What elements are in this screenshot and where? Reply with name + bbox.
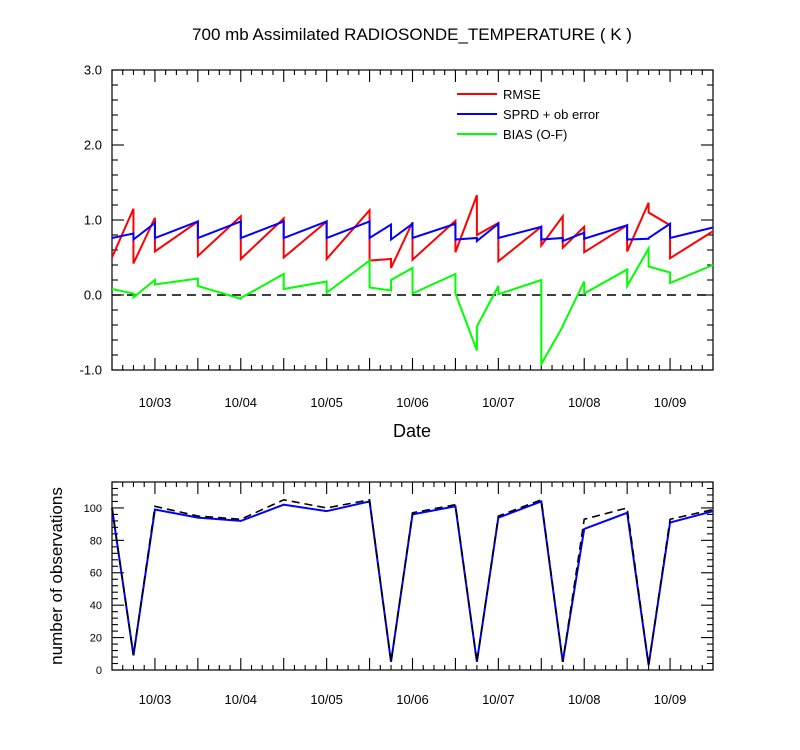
- y-tick-label: 3.0: [84, 63, 102, 78]
- y-tick-label: 40: [90, 600, 102, 612]
- chart-title: 700 mb Assimilated RADIOSONDE_TEMPERATUR…: [192, 25, 632, 44]
- y-axis-label: number of observations: [47, 487, 66, 665]
- x-tick-label: 10/08: [568, 692, 601, 707]
- legend-label: RMSE: [503, 87, 541, 102]
- series-line-available-observations: [111, 498, 714, 666]
- bottom-x-tick-labels: 10/03 10/04 10/05 10/06 10/07 10/08 10/09: [139, 692, 687, 707]
- x-tick-label: 10/06: [396, 395, 429, 410]
- bottom-axis-ticks: [111, 481, 714, 671]
- top-series-lines: [111, 194, 714, 368]
- x-tick-label: 10/05: [310, 692, 343, 707]
- x-tick-label: 10/04: [225, 395, 258, 410]
- bottom-plot-frame: [111, 481, 714, 671]
- x-tick-label: 10/08: [568, 395, 601, 410]
- x-tick-label: 10/04: [225, 692, 258, 707]
- y-tick-label: 20: [90, 633, 102, 645]
- y-tick-label: 100: [84, 503, 102, 515]
- bottom-series-lines: [111, 498, 714, 666]
- top-x-tick-labels: 10/03 10/04 10/05 10/06 10/07 10/08 10/09: [139, 395, 687, 410]
- top-plot-frame: [111, 69, 714, 371]
- y-tick-label: 80: [90, 535, 102, 547]
- top-axis-ticks: [111, 69, 714, 371]
- legend: RMSE SPRD + ob error BIAS (O-F): [457, 87, 600, 142]
- y-tick-label: 0: [96, 665, 102, 677]
- series-line-rmse: [111, 194, 714, 269]
- bottom-y-tick-labels: 0 20 40 60 80 100: [84, 503, 102, 677]
- x-axis-label: Date: [393, 421, 431, 441]
- x-tick-label: 10/05: [310, 395, 343, 410]
- x-tick-label: 10/07: [482, 692, 515, 707]
- y-tick-label: 0.0: [84, 288, 102, 303]
- series-line-assimilated-observations: [111, 500, 714, 666]
- legend-label: SPRD + ob error: [503, 107, 600, 122]
- top-chart-panel: 700 mb Assimilated RADIOSONDE_TEMPERATUR…: [80, 25, 714, 441]
- y-tick-label: 2.0: [84, 138, 102, 153]
- x-tick-label: 10/09: [654, 692, 687, 707]
- series-line-sprd-ob-error: [111, 220, 714, 244]
- y-tick-label: -1.0: [80, 363, 102, 378]
- series-line-bias-o-f: [111, 244, 714, 368]
- x-tick-label: 10/03: [139, 692, 172, 707]
- legend-label: BIAS (O-F): [503, 127, 567, 142]
- top-y-tick-labels: -1.0 0.0 1.0 2.0 3.0: [80, 63, 102, 378]
- x-tick-label: 10/07: [482, 395, 515, 410]
- x-tick-label: 10/06: [396, 692, 429, 707]
- y-tick-label: 1.0: [84, 213, 102, 228]
- x-tick-label: 10/03: [139, 395, 172, 410]
- x-tick-label: 10/09: [654, 395, 687, 410]
- y-tick-label: 60: [90, 568, 102, 580]
